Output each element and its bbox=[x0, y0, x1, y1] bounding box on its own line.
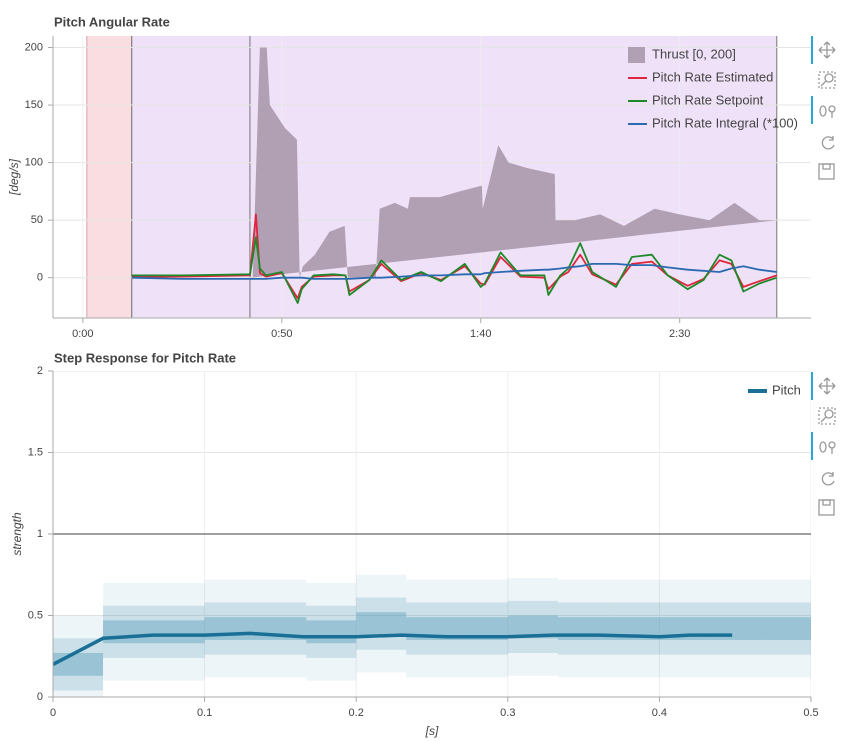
heatmap-cell bbox=[53, 615, 104, 697]
heatmap-cell bbox=[154, 605, 205, 658]
y-tick-label: 150 bbox=[25, 99, 43, 111]
save-tool[interactable] bbox=[818, 163, 835, 180]
x-tick-label: 0.4 bbox=[652, 707, 667, 719]
heatmap-cell bbox=[53, 652, 104, 676]
pan-tool[interactable] bbox=[818, 377, 836, 395]
heatmap-cell bbox=[154, 620, 205, 644]
heatmap-cell bbox=[254, 602, 307, 655]
heatmap-cell bbox=[204, 602, 255, 655]
y-tick-label: 0 bbox=[37, 691, 43, 703]
line bbox=[131, 236, 778, 304]
x-tick-label: 0.5 bbox=[803, 707, 818, 719]
heatmap-cell bbox=[356, 612, 407, 636]
zoom-tool[interactable] bbox=[818, 71, 836, 89]
x-tick-label: 0.2 bbox=[349, 707, 364, 719]
heatmap-cell bbox=[609, 579, 660, 678]
legend-label: Pitch bbox=[772, 382, 801, 397]
heatmap-cell bbox=[557, 579, 610, 678]
legend-swatch bbox=[628, 47, 645, 63]
legend-label: Thrust [0, 200] bbox=[652, 46, 736, 61]
heatmap-cell bbox=[760, 579, 811, 678]
heatmap-cell bbox=[254, 579, 307, 678]
heatmap-cell bbox=[507, 578, 558, 676]
line bbox=[53, 631, 733, 666]
active-indicator bbox=[811, 372, 813, 400]
x-tick-label: 0.1 bbox=[197, 707, 212, 719]
heatmap-cell bbox=[306, 605, 357, 658]
mode-region bbox=[86, 36, 132, 318]
heatmap-cell bbox=[457, 579, 508, 678]
x-tick-label: 0:00 bbox=[72, 328, 93, 340]
heatmap-cell bbox=[760, 617, 811, 640]
heatmap-cell bbox=[103, 620, 155, 644]
wheel-zoom-tool[interactable] bbox=[819, 441, 836, 454]
x-tick-label: 0.3 bbox=[500, 707, 515, 719]
zoom-tool[interactable] bbox=[818, 407, 836, 425]
y-axis-label: strength bbox=[10, 512, 24, 556]
heatmap-cell bbox=[659, 579, 710, 678]
y-tick-label: 100 bbox=[25, 157, 43, 169]
legend-label: Pitch Rate Setpoint bbox=[652, 92, 764, 107]
heatmap-cell bbox=[103, 582, 155, 681]
x-tick-label: 0 bbox=[50, 707, 56, 719]
heatmap-cell bbox=[609, 602, 660, 655]
heatmap-cell bbox=[406, 602, 458, 655]
x-tick-label: 1:40 bbox=[470, 328, 491, 340]
legend-label: Pitch Rate Estimated bbox=[652, 69, 773, 84]
save-tool[interactable] bbox=[818, 499, 835, 516]
reset-tool[interactable] bbox=[821, 472, 835, 486]
heatmap-cell bbox=[659, 602, 710, 655]
line bbox=[131, 263, 777, 280]
heatmap-cell bbox=[760, 602, 811, 655]
heatmap-cell bbox=[204, 579, 255, 678]
plot bbox=[53, 36, 811, 318]
y-tick-label: 1.5 bbox=[28, 446, 43, 458]
heatmap-cell bbox=[53, 638, 104, 691]
y-tick-label: 0 bbox=[37, 272, 43, 284]
reset-tool[interactable] bbox=[821, 136, 835, 150]
heatmap-cell bbox=[557, 602, 610, 655]
active-indicator bbox=[811, 36, 813, 64]
heatmap-cell bbox=[507, 615, 558, 639]
pan-tool[interactable] bbox=[818, 41, 836, 59]
active-indicator bbox=[811, 96, 813, 124]
chart-title: Step Response for Pitch Rate bbox=[54, 350, 236, 365]
heatmap-cell bbox=[709, 579, 761, 678]
y-tick-label: 2 bbox=[37, 365, 43, 377]
heatmap-cell bbox=[306, 620, 357, 644]
plot bbox=[53, 371, 811, 697]
chart: Step Response for Pitch Rate 0 0.5 1 1.5 2 0 0.… bbox=[10, 350, 818, 738]
heatmap-cell bbox=[457, 602, 508, 655]
active-indicator bbox=[811, 432, 813, 460]
y-tick-label: 200 bbox=[25, 41, 43, 53]
heatmap-cell bbox=[103, 605, 155, 658]
legend-label: Pitch Rate Integral (*100) bbox=[652, 115, 798, 130]
y-tick-label: 1 bbox=[37, 528, 43, 540]
x-axis-label: [s] bbox=[425, 724, 439, 738]
heatmap-cell bbox=[154, 582, 205, 681]
y-tick-label: 0.5 bbox=[28, 609, 43, 621]
x-tick-label: 2:30 bbox=[669, 328, 690, 340]
y-tick-label: 50 bbox=[31, 214, 43, 226]
heatmap-cell bbox=[457, 617, 508, 640]
heatmap-cell bbox=[709, 602, 761, 655]
chart: Pitch Angular Rate 0 50 100 150 200 0:00 0:50 1:… bbox=[7, 14, 811, 340]
toolbar bbox=[811, 36, 836, 516]
x-tick-label: 0:50 bbox=[271, 328, 292, 340]
wheel-zoom-tool[interactable] bbox=[819, 105, 836, 118]
chart-title: Pitch Angular Rate bbox=[54, 14, 170, 29]
heatmap-cell bbox=[356, 574, 407, 673]
heatmap-cell bbox=[306, 582, 357, 681]
heatmap-cell bbox=[356, 597, 407, 650]
heatmap-cell bbox=[507, 600, 558, 653]
mode-region bbox=[131, 36, 250, 318]
area bbox=[250, 47, 777, 278]
heatmap-cell bbox=[406, 579, 458, 678]
y-axis-label: [deg/s] bbox=[7, 158, 21, 196]
